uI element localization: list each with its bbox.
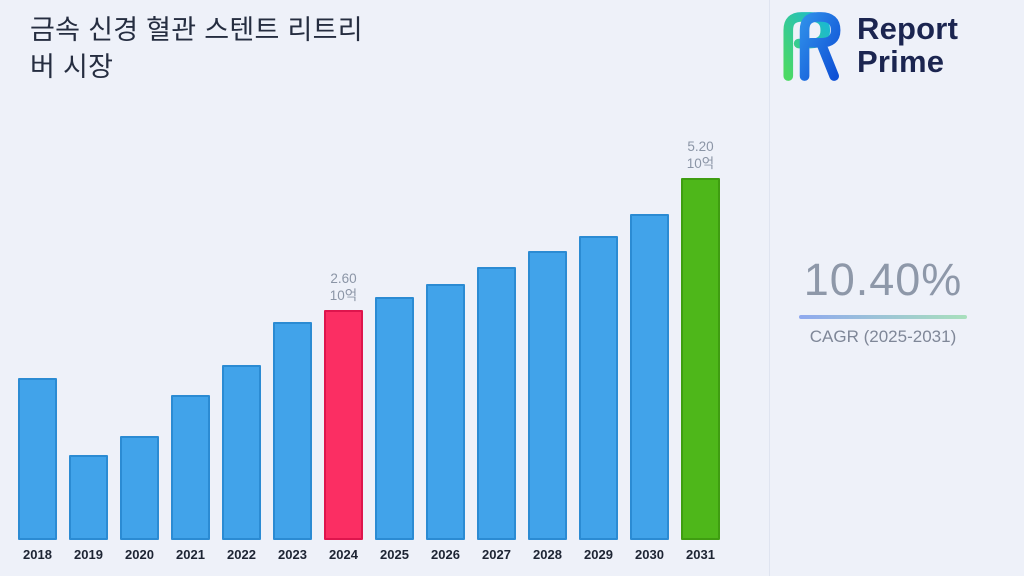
report-prime-wordmark: Report Prime	[857, 12, 958, 78]
bar-value-label: 2.60 10억	[329, 270, 358, 304]
bar-column: 2.60 10억 2024	[324, 270, 363, 562]
cagr-stat-block: 10.40% CAGR (2025-2031)	[794, 254, 972, 347]
bar-column: 2026	[426, 284, 465, 562]
bar-column: 2027	[477, 267, 516, 562]
bar-column: 2028	[528, 251, 567, 562]
bar-2021	[171, 395, 210, 540]
bar-column: 2023	[273, 322, 312, 562]
wordmark-line2: Prime	[857, 44, 945, 79]
bar-2029	[579, 236, 618, 540]
bar-column: 2020	[120, 436, 159, 562]
bar-2027	[477, 267, 516, 540]
bar-2030	[630, 214, 669, 540]
x-axis-label: 2031	[686, 547, 715, 562]
bar-value-label: 5.20 10억	[686, 138, 715, 172]
x-axis-label: 2025	[380, 547, 409, 562]
bar-2026	[426, 284, 465, 540]
bar-chart: 2018 2019 2020 2021 2022 2023 2.60 10억 2024 2025 2…	[18, 130, 720, 562]
bar-column: 5.20 10억 2031	[681, 138, 720, 562]
x-axis-label: 2018	[23, 547, 52, 562]
bar-2020	[120, 436, 159, 540]
bar-column: 2022	[222, 365, 261, 562]
x-axis-label: 2026	[431, 547, 460, 562]
x-axis-label: 2019	[74, 547, 103, 562]
page-title-line2: 버 시장	[30, 52, 114, 83]
x-axis-label: 2021	[176, 547, 205, 562]
bar-column: 2029	[579, 236, 618, 562]
x-axis-label: 2030	[635, 547, 664, 562]
x-axis-label: 2022	[227, 547, 256, 562]
vertical-divider	[769, 0, 770, 576]
cagr-underline	[799, 315, 967, 319]
cagr-label: CAGR (2025-2031)	[809, 327, 957, 346]
x-axis-label: 2024	[329, 547, 358, 562]
bar-2031	[681, 178, 720, 540]
report-prime-logo-icon	[783, 12, 841, 81]
bar-column: 2021	[171, 395, 210, 562]
bar-2019	[69, 455, 108, 540]
bar-column: 2030	[630, 214, 669, 562]
bar-2024	[324, 310, 363, 540]
page-title-line1: 금속 신경 혈관 스텐트 리트리	[30, 15, 363, 45]
bar-2025	[375, 297, 414, 540]
x-axis-label: 2027	[482, 547, 511, 562]
wordmark-line1: Report	[857, 10, 959, 46]
bar-2022	[222, 365, 261, 540]
x-axis-label: 2020	[125, 547, 154, 562]
bar-2023	[273, 322, 312, 540]
cagr-value: 10.40%	[803, 254, 963, 305]
bar-2028	[528, 251, 567, 540]
x-axis-label: 2029	[584, 547, 613, 562]
x-axis-label: 2023	[278, 547, 307, 562]
page-title: 금속 신경 혈관 스텐트 리트리 버 시장	[30, 12, 363, 87]
report-prime-logo: Report Prime	[772, 8, 958, 82]
x-axis-label: 2028	[533, 547, 562, 562]
bar-2018	[18, 378, 57, 540]
bar-column: 2018	[18, 378, 57, 562]
bar-column: 2019	[69, 455, 108, 562]
bar-column: 2025	[375, 297, 414, 562]
